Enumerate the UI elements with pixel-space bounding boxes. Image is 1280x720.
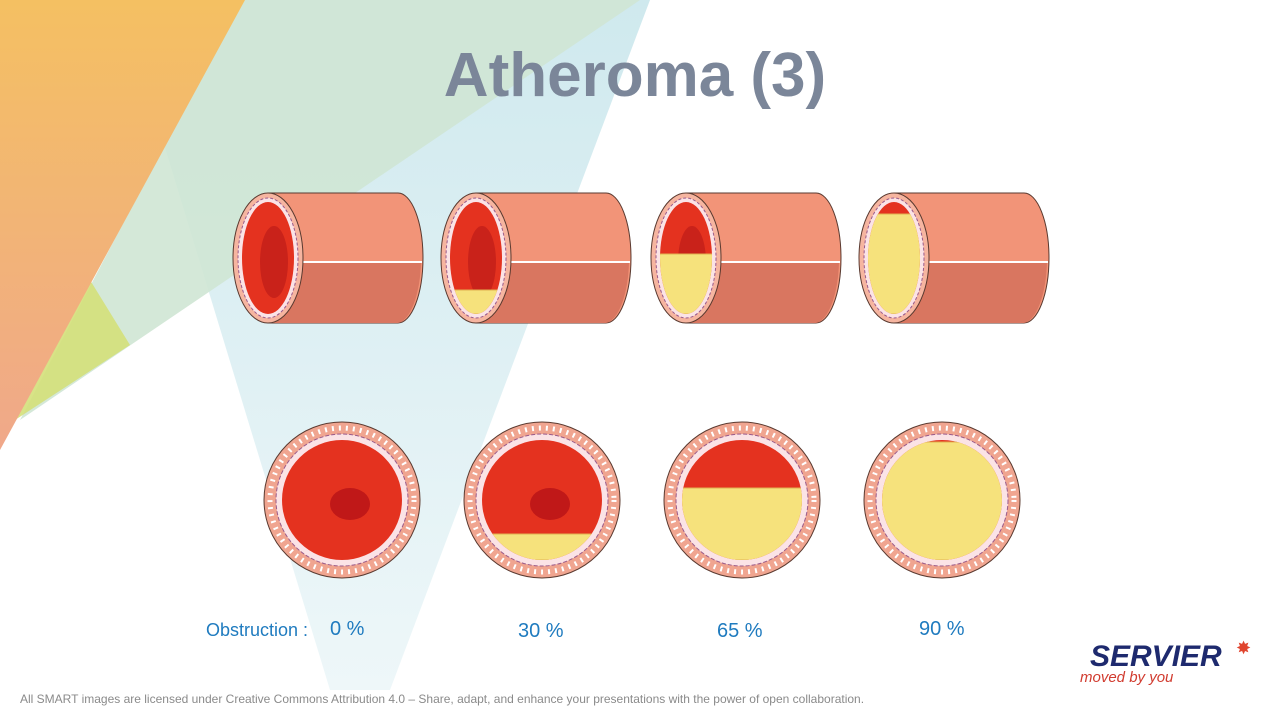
tube-shade: [268, 262, 421, 323]
section-media: [267, 425, 417, 575]
logo-name: SERVIER: [1090, 640, 1222, 673]
tube-plaque: [868, 213, 920, 314]
vessels: [232, 192, 1050, 579]
obstruction-value: 90 %: [919, 618, 965, 640]
section-plaque: [882, 441, 1002, 560]
section-lumen-dark: [330, 488, 370, 520]
logo-tagline: moved by you: [1080, 669, 1174, 686]
footer: All SMART images are licensed under Crea…: [20, 692, 865, 706]
tube-shade: [686, 262, 839, 323]
logo-star: ✸: [1236, 638, 1252, 658]
tube-lumen-dark: [468, 226, 496, 298]
section-lumen-dark: [530, 488, 570, 520]
bg-orange: [0, 0, 245, 450]
tube-shade: [476, 262, 629, 323]
tube-shade: [894, 262, 1047, 323]
obstruction-value: 65 %: [717, 620, 763, 642]
obstruction-value: 30 %: [518, 620, 564, 642]
section-media: [667, 425, 817, 575]
obstruction-label: Obstruction :: [206, 620, 309, 640]
tube-lumen-dark: [260, 226, 288, 298]
obstruction-value: 0 %: [330, 618, 365, 640]
section-media: [867, 425, 1017, 575]
title: Atheroma (3): [443, 41, 827, 110]
section-media: [467, 425, 617, 575]
